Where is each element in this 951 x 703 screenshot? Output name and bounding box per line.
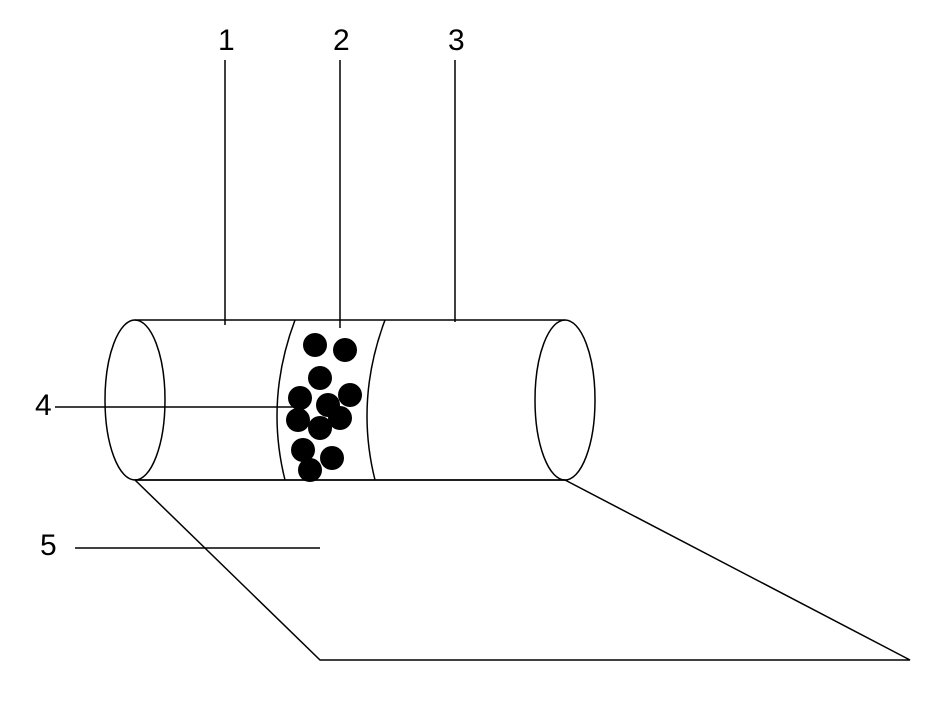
label-1: 1 xyxy=(218,24,235,57)
particle xyxy=(333,338,357,362)
label-2: 2 xyxy=(333,24,350,57)
cylinder-right-cap xyxy=(535,320,595,480)
particle xyxy=(308,366,332,390)
label-4: 4 xyxy=(35,389,52,422)
diagram-svg: 1 2 3 4 5 xyxy=(0,0,951,703)
particle xyxy=(320,446,344,470)
label-3: 3 xyxy=(448,24,465,57)
leader-lines xyxy=(55,60,455,548)
particle xyxy=(286,408,310,432)
particle xyxy=(338,383,362,407)
floor-surface xyxy=(135,480,910,660)
particle xyxy=(328,406,352,430)
cylinder-divider-2 xyxy=(367,320,385,480)
particle xyxy=(298,458,322,482)
cylinder-left-cap xyxy=(105,320,165,480)
label-5: 5 xyxy=(40,529,57,562)
particle xyxy=(303,333,327,357)
